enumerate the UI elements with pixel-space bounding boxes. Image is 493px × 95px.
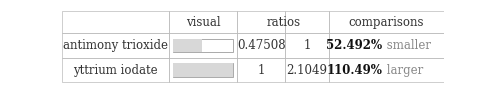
Text: 1: 1 <box>303 39 311 52</box>
Bar <box>329 58 444 82</box>
Bar <box>169 11 238 33</box>
Text: comparisons: comparisons <box>349 16 424 29</box>
Bar <box>173 39 202 52</box>
Bar <box>62 33 169 58</box>
Bar <box>238 58 285 82</box>
Text: antimony trioxide: antimony trioxide <box>63 39 168 52</box>
Bar <box>285 58 329 82</box>
Bar <box>173 63 233 77</box>
Bar <box>173 63 233 77</box>
Text: 0.47508: 0.47508 <box>237 39 285 52</box>
Text: visual: visual <box>186 16 220 29</box>
Bar <box>329 11 444 33</box>
Text: 110.49%: 110.49% <box>327 64 383 77</box>
Bar <box>285 11 329 33</box>
Bar <box>238 11 285 33</box>
Bar <box>169 33 238 58</box>
Text: larger: larger <box>383 64 423 77</box>
Text: yttrium iodate: yttrium iodate <box>73 64 157 77</box>
Bar <box>173 39 233 52</box>
Text: 1: 1 <box>257 64 265 77</box>
Bar <box>169 58 238 82</box>
Bar <box>62 58 169 82</box>
Text: smaller: smaller <box>383 39 430 52</box>
Bar <box>62 11 169 33</box>
Text: 2.1049: 2.1049 <box>286 64 328 77</box>
Bar <box>329 33 444 58</box>
Bar <box>285 33 329 58</box>
Text: ratios: ratios <box>266 16 300 29</box>
Text: 52.492%: 52.492% <box>326 39 383 52</box>
Bar <box>238 33 285 58</box>
